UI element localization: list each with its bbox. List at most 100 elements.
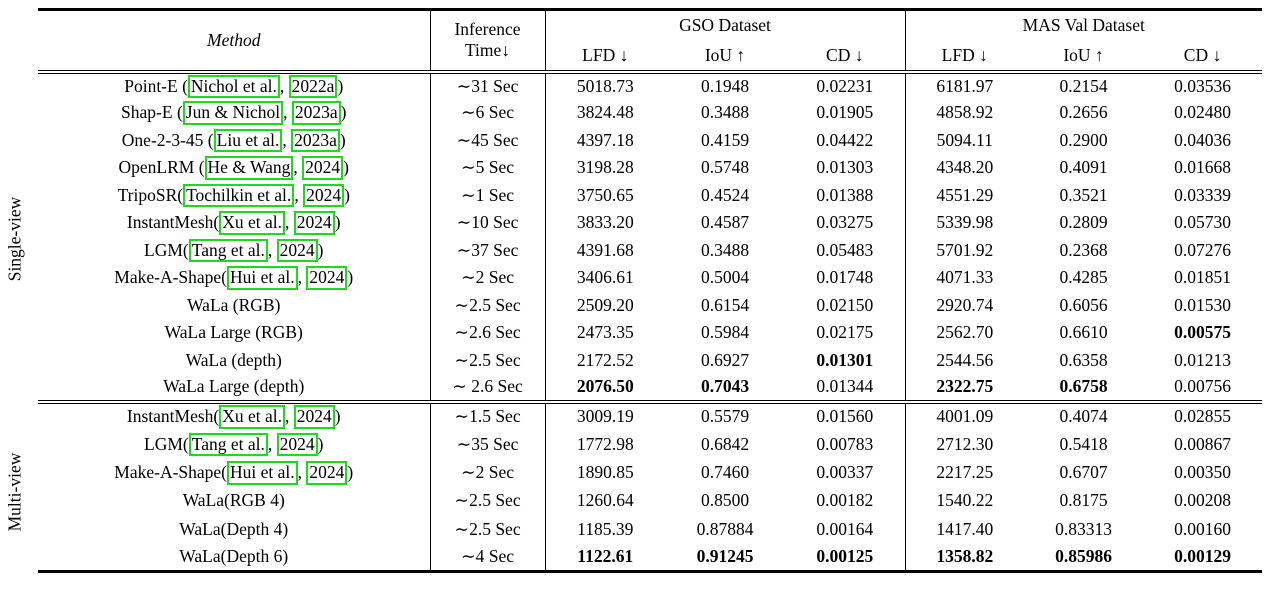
inference-time-cell: ∼2 Sec <box>429 264 545 292</box>
citation-link[interactable]: Tang et al. <box>188 238 268 263</box>
citation-link[interactable]: Hui et al. <box>227 460 298 485</box>
metric-value-cell: 0.6707 <box>1059 461 1108 482</box>
inference-label: Inference <box>454 19 521 40</box>
citation-link[interactable]: 2024 <box>302 156 344 180</box>
metric-value-cell: 0.01530 <box>1174 294 1231 315</box>
inference-time-cell: ∼ 2.6 Sec <box>429 374 545 402</box>
citation-link[interactable]: 2022a <box>288 74 338 99</box>
metric-value-cell: 3406.61 <box>544 264 665 292</box>
citation-link[interactable]: 2024 <box>293 405 335 429</box>
metric-value-cell: 0.2368 <box>1059 239 1108 260</box>
citation-link[interactable]: 2023a <box>291 128 340 153</box>
citation-link[interactable]: 2024 <box>306 460 348 485</box>
metric-value-cell: 0.6358 <box>1059 349 1108 370</box>
method-name-text: Shap-E ( <box>121 102 183 123</box>
method-cell: WaLa(Depth 4) <box>38 515 430 543</box>
citation-link[interactable]: Tochilkin et al. <box>183 183 295 208</box>
metric-value-cell: 0.00337 <box>816 461 874 482</box>
method-name-text: TripoSR( <box>117 184 184 205</box>
metric-value-cell: 0.03536 <box>1174 75 1231 96</box>
metric-value-cell: 3198.28 <box>544 154 665 182</box>
inference-time-cell: ∼2.5 Sec <box>429 346 545 374</box>
citation-link[interactable]: 2024 <box>303 183 345 208</box>
method-name-text: , <box>297 267 307 288</box>
metric-value-cell: 0.4159 <box>700 129 750 150</box>
method-cell: Point-E (Nichol et al., 2022a) <box>38 72 430 100</box>
metric-value-cell: 0.6927 <box>700 349 750 370</box>
method-name-text: LGM( <box>144 433 189 454</box>
metric-value-cell: 0.07276 <box>1174 239 1231 260</box>
metric-value-cell: 0.00182 <box>816 490 874 511</box>
metric-value-cell: 3833.20 <box>544 209 665 237</box>
citation-link[interactable]: Jun & Nichol <box>182 101 284 125</box>
metric-value-cell: 3009.19 <box>544 399 665 430</box>
inference-time-cell: ∼4 Sec <box>429 543 545 572</box>
metric-value-cell: 4858.92 <box>904 99 1024 127</box>
metric-value-cell: 0.00867 <box>1174 433 1231 454</box>
citation-link[interactable]: He & Wang <box>204 156 294 180</box>
metric-value-cell: 0.00129 <box>1174 546 1231 567</box>
metric-value-cell: 0.01668 <box>1174 157 1231 178</box>
inference-time-cell: ∼10 Sec <box>429 209 545 237</box>
citation-link[interactable]: Hui et al. <box>227 266 298 290</box>
table-row: WaLa (RGB) ∼2.5 Sec 2509.20 0.6154 0.02150 29… <box>38 291 1262 319</box>
method-cell: InstantMesh(Xu et al., 2024) <box>38 399 430 430</box>
citation-link[interactable]: 2023a <box>291 101 341 125</box>
method-cell: One-2-3-45 (Liu et al., 2023a) <box>38 127 430 155</box>
method-name-text: Point-E ( <box>124 75 188 96</box>
inference-time-cell: ∼1.5 Sec <box>429 399 545 430</box>
citation-link[interactable]: Liu et al. <box>213 128 283 153</box>
citation-link[interactable]: Tang et al. <box>188 432 268 457</box>
metric-value-cell: 4551.29 <box>904 181 1024 209</box>
citation-link[interactable]: 2024 <box>293 211 335 235</box>
citation-link[interactable]: 2024 <box>276 238 318 263</box>
metric-value-cell: 0.4587 <box>700 212 750 233</box>
metric-value-cell: 5094.11 <box>904 126 1024 154</box>
metric-value-cell: 0.3488 <box>700 239 750 260</box>
inference-time-cell: ∼2.5 Sec <box>429 486 545 516</box>
table-row: TripoSR(Tochilkin et al., 2024) ∼1 Sec 375… <box>38 181 1262 209</box>
metric-value-cell: 0.01560 <box>785 399 905 430</box>
method-name-text: ) <box>343 157 349 178</box>
metric-value-cell: 1417.40 <box>904 515 1024 544</box>
citation-link[interactable]: Xu et al. <box>219 405 286 429</box>
method-name-text: ) <box>339 129 346 150</box>
table-row: InstantMesh(Xu et al., 2024) ∼1.5 Sec 3009… <box>38 399 1262 430</box>
multi-view-section: InstantMesh(Xu et al., 2024) ∼1.5 Sec 3009… <box>38 399 1262 572</box>
metric-value-cell: 0.2900 <box>1059 129 1108 150</box>
citation-link[interactable]: Xu et al. <box>219 211 286 235</box>
metric-value-cell: 0.5004 <box>700 267 750 288</box>
metric-value-cell: 4001.09 <box>904 399 1024 430</box>
method-cell: Make-A-Shape(Hui et al., 2024) <box>38 458 430 486</box>
metric-value-cell: 0.01344 <box>816 376 874 397</box>
metric-value-cell: 0.6154 <box>700 294 750 315</box>
inference-time-cell: ∼45 Sec <box>429 126 545 154</box>
metric-value-cell: 1772.98 <box>544 429 665 459</box>
metric-value-cell: 0.00783 <box>816 433 874 454</box>
method-name-text: WaLa Large (RGB) <box>164 322 303 343</box>
citation-link[interactable]: 2024 <box>306 266 348 290</box>
citation-link[interactable]: 2024 <box>276 432 318 457</box>
metric-value-cell: 0.02150 <box>816 294 874 315</box>
metric-value-cell: 0.04422 <box>816 129 874 150</box>
table-row: InstantMesh(Xu et al., 2024) ∼10 Sec 3833.… <box>38 209 1262 237</box>
method-name-text: One-2-3-45 ( <box>121 129 214 150</box>
metric-value-cell: 0.7043 <box>700 376 750 397</box>
metric-value-cell: 4071.33 <box>904 264 1024 292</box>
metric-value-cell: 0.05730 <box>1174 212 1231 233</box>
metric-value-cell: 0.02175 <box>816 322 874 343</box>
method-name-text: OpenLRM ( <box>118 157 205 178</box>
citation-link[interactable]: Nichol et al. <box>187 74 280 99</box>
metric-value-cell: 0.4524 <box>700 184 750 205</box>
method-name-text: Make-A-Shape( <box>114 267 227 288</box>
method-name-text: , <box>283 102 292 123</box>
metric-value-cell: 0.2656 <box>1059 102 1108 123</box>
metric-value-cell: 0.3488 <box>700 102 750 123</box>
method-name-text: ) <box>334 406 341 427</box>
metric-value-cell: 0.6610 <box>1059 322 1108 343</box>
method-name-text: , <box>279 75 289 96</box>
table-header: Method Inference Time↓ GSO Dataset MAS V… <box>38 9 1262 74</box>
metric-value-cell: 0.85986 <box>1055 546 1112 567</box>
metric-value-cell: 0.6842 <box>700 433 750 454</box>
metric-value-cell: 0.6056 <box>1059 294 1108 315</box>
